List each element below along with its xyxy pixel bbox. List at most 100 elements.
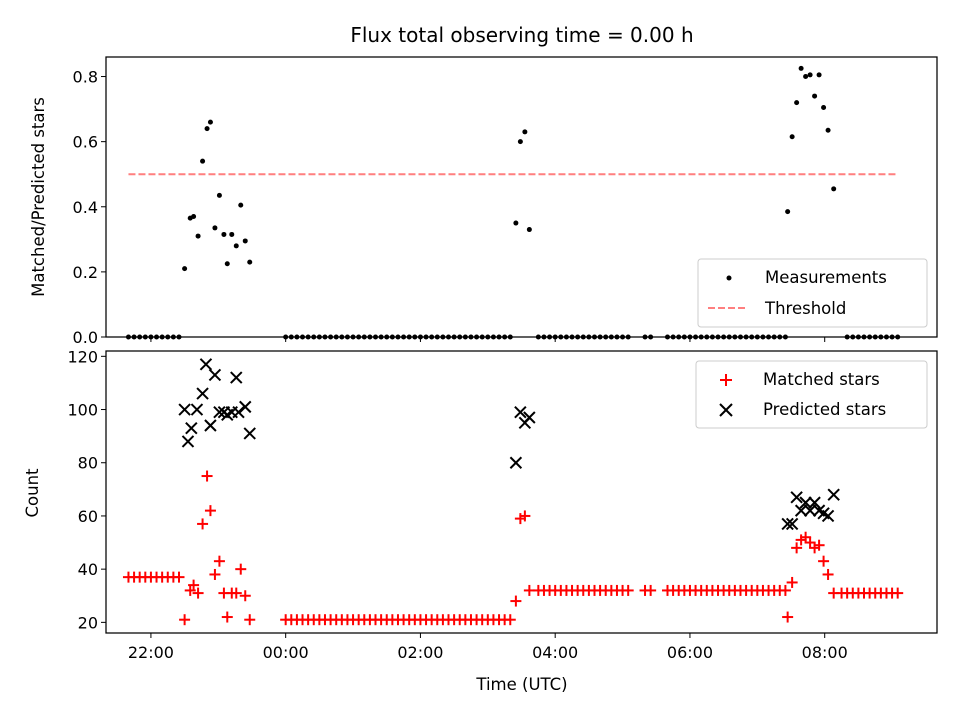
legend-measurements-label: Measurements bbox=[765, 268, 887, 287]
predicted-stars-point bbox=[790, 491, 803, 504]
measurement-point bbox=[513, 220, 519, 226]
predicted-stars-point bbox=[239, 400, 252, 414]
measurement-point bbox=[242, 238, 248, 244]
measurement-point bbox=[238, 202, 244, 208]
matched-stars-point bbox=[173, 571, 185, 583]
predicted-stars-point bbox=[803, 504, 817, 517]
x-tick-label: 22:00 bbox=[128, 643, 174, 662]
legend-predicted-marker bbox=[719, 403, 733, 417]
measurement-point bbox=[207, 119, 213, 125]
x-tick-label: 04:00 bbox=[532, 643, 578, 662]
matched-stars-point bbox=[510, 595, 522, 607]
measurement-point bbox=[517, 139, 523, 145]
predicted-stars-point bbox=[181, 435, 195, 448]
measurement-point bbox=[204, 126, 210, 132]
matched-stars-point bbox=[822, 568, 834, 580]
matched-stars-point bbox=[213, 555, 225, 567]
matched-stars-point bbox=[188, 579, 200, 591]
predicted-stars-point bbox=[190, 403, 204, 416]
measurement-point bbox=[191, 214, 197, 220]
legend-predicted-label: Predicted stars bbox=[763, 400, 886, 419]
measurement-point bbox=[803, 74, 809, 80]
top-y-axis-label: Matched/Predicted stars bbox=[29, 97, 48, 297]
measurement-point bbox=[526, 227, 532, 233]
matched-stars-point bbox=[239, 590, 251, 602]
predicted-stars-point bbox=[196, 387, 209, 400]
measurement-point bbox=[816, 72, 822, 78]
top-y-ticks: 0.0 0.2 0.4 0.6 0.8 bbox=[73, 68, 106, 347]
matched-stars-point bbox=[622, 584, 634, 596]
predicted-stars-point bbox=[785, 517, 799, 531]
predicted-stars-point bbox=[185, 421, 198, 435]
measurement-point bbox=[200, 158, 206, 164]
predicted-stars-point bbox=[230, 371, 243, 384]
measurement-point bbox=[798, 65, 804, 71]
bottom-x-ticks: 22:00 00:00 02:00 04:00 06:00 08:00 bbox=[128, 633, 848, 662]
matched-stars-point bbox=[836, 587, 848, 599]
measurement-point bbox=[224, 261, 230, 267]
top-axes: 0.00.20.40.60.8 Matched/Predicted stars … bbox=[29, 56, 938, 347]
measurement-point bbox=[233, 243, 239, 249]
bottom-y-tick-label: 100 bbox=[67, 401, 98, 420]
matched-stars-point bbox=[179, 614, 191, 626]
top-y-tick-label: 0.4 bbox=[73, 198, 98, 217]
bottom-y-axis-label: Count bbox=[23, 468, 42, 518]
measurement-point bbox=[247, 259, 253, 265]
matched-stars-point bbox=[201, 470, 213, 482]
predicted-stars-point bbox=[799, 496, 812, 509]
bottom-legend: Matched stars Predicted stars bbox=[695, 360, 928, 429]
bottom-y-tick-label: 40 bbox=[78, 560, 98, 579]
predicted-stars-point bbox=[794, 504, 808, 517]
measurement-point bbox=[212, 225, 218, 231]
matched-stars-point bbox=[786, 576, 798, 588]
top-y-tick-label: 0.8 bbox=[73, 68, 98, 87]
measurement-point bbox=[807, 72, 813, 78]
measurement-point bbox=[794, 100, 800, 106]
top-y-tick-label: 0.6 bbox=[73, 133, 98, 152]
x-axis-label: Time (UTC) bbox=[475, 675, 567, 694]
measurement-point bbox=[182, 266, 188, 272]
predicted-stars-point bbox=[208, 368, 222, 382]
matched-stars-point bbox=[209, 568, 221, 580]
predicted-stars-point bbox=[781, 517, 794, 531]
predicted-stars-point bbox=[232, 405, 245, 419]
measurement-point bbox=[789, 134, 795, 140]
predicted-stars-point bbox=[213, 405, 226, 419]
matched-stars-point bbox=[519, 510, 531, 522]
predicted-stars-point bbox=[178, 403, 191, 416]
bottom-axes: 20 40 60 80 100 120 22:00 00:00 02:00 04:00 06:00… bbox=[23, 347, 938, 694]
matched-stars-point bbox=[523, 584, 535, 596]
matched-stars-point bbox=[892, 587, 904, 599]
matched-stars-point bbox=[818, 555, 830, 567]
x-tick-label: 02:00 bbox=[397, 643, 443, 662]
matched-stars-point bbox=[504, 614, 516, 626]
measurement-point bbox=[812, 93, 818, 99]
chart-title: Flux total observing time = 0.00 h bbox=[350, 23, 693, 47]
bottom-y-tick-label: 120 bbox=[67, 347, 98, 366]
top-legend-box bbox=[697, 258, 928, 328]
top-x-ticks bbox=[150, 337, 826, 342]
legend-matched-label: Matched stars bbox=[763, 370, 880, 389]
bottom-y-ticks: 20 40 60 80 100 120 bbox=[67, 347, 106, 632]
measurement-point bbox=[195, 233, 201, 239]
matched-stars-point bbox=[782, 611, 794, 623]
legend-matched-marker bbox=[720, 374, 732, 386]
matched-stars-point bbox=[813, 539, 825, 551]
bottom-y-tick-label: 20 bbox=[78, 613, 98, 632]
bottom-y-tick-label: 80 bbox=[78, 454, 98, 473]
measurement-point bbox=[825, 127, 831, 133]
measurement-point bbox=[821, 104, 827, 110]
top-axes-frame bbox=[105, 56, 938, 338]
x-tick-label: 00:00 bbox=[263, 643, 309, 662]
predicted-stars-point bbox=[827, 488, 840, 501]
predicted-stars-point bbox=[514, 405, 527, 419]
matched-stars-point bbox=[221, 611, 233, 623]
bottom-plot-area bbox=[122, 358, 904, 626]
matched-stars-point bbox=[230, 587, 242, 599]
predicted-stars-point bbox=[204, 419, 217, 432]
matched-stars-point bbox=[197, 518, 209, 530]
predicted-stars-point bbox=[523, 411, 536, 424]
measurement-point bbox=[785, 209, 791, 215]
